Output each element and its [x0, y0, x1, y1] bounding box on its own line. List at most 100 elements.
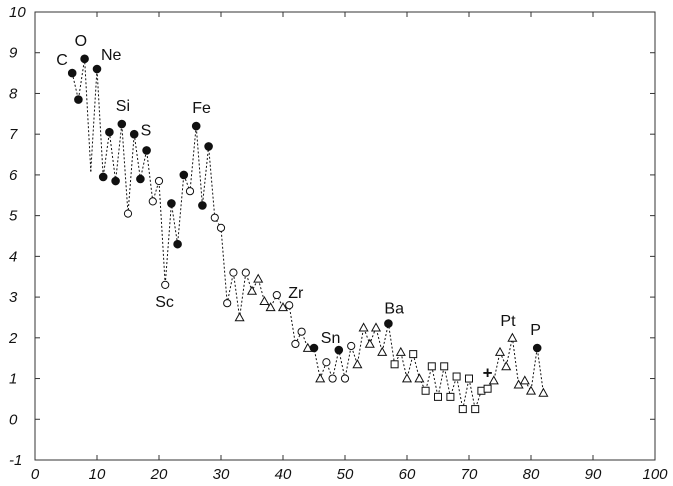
- data-point-34: [277, 302, 289, 312]
- data-point-62: [452, 372, 461, 381]
- data-point-55: [409, 350, 418, 359]
- data-point-35: [285, 301, 294, 310]
- element-label-pt: Pt: [500, 313, 516, 330]
- data-point-5: [98, 172, 108, 182]
- extra-marks: +: [483, 363, 493, 382]
- y-tick-label-1: 0: [9, 411, 18, 428]
- data-point-42: [328, 374, 337, 383]
- element-label-ba: Ba: [384, 301, 404, 318]
- data-point-24: [216, 223, 226, 232]
- data-point-67: [483, 384, 492, 393]
- x-tick-label-2: 20: [150, 466, 168, 483]
- y-tick-label-10: 9: [9, 45, 18, 62]
- data-point-33: [272, 290, 281, 300]
- data-point-15: [161, 280, 170, 289]
- y-tick-label-3: 2: [8, 330, 18, 347]
- data-point-9: [123, 209, 133, 218]
- data-point-63: [458, 405, 467, 414]
- data-point-61: [446, 392, 455, 401]
- data-point-22: [204, 142, 213, 151]
- data-point-65: [471, 405, 480, 414]
- data-point-59: [434, 392, 442, 401]
- data-point-10: [129, 129, 139, 139]
- data-point-56: [414, 373, 425, 383]
- data-point-4: [92, 64, 102, 74]
- data-point-48: [364, 338, 375, 348]
- x-tick-label-0: 0: [31, 466, 40, 483]
- data-point-19: [185, 187, 195, 196]
- data-point-2: [80, 54, 89, 64]
- y-tick-label-7: 6: [9, 167, 18, 184]
- data-point-27: [234, 312, 245, 322]
- data-point-58: [427, 362, 436, 371]
- data-point-12: [142, 146, 151, 155]
- data-point-69: [494, 346, 506, 356]
- data-point-52: [390, 360, 399, 369]
- plot-frame: [34, 11, 656, 461]
- data-point-51: [384, 319, 393, 328]
- x-tick-label-7: 70: [461, 466, 478, 483]
- plus-mark-0: +: [483, 363, 493, 382]
- data-point-39: [309, 343, 319, 353]
- x-tick-label-1: 10: [89, 466, 106, 483]
- data-point-6: [105, 127, 114, 137]
- data-point-70: [501, 361, 512, 371]
- x-tick-label-5: 50: [337, 466, 354, 483]
- data-point-46: [352, 359, 363, 369]
- data-point-45: [347, 341, 356, 351]
- data-point-21: [198, 201, 207, 210]
- y-tick-label-6: 5: [9, 208, 18, 225]
- data-point-0: [67, 68, 77, 78]
- x-tick-label-8: 80: [523, 466, 540, 483]
- element-label-sn: Sn: [321, 330, 341, 347]
- data-point-76: [538, 387, 549, 397]
- data-point-74: [525, 385, 537, 395]
- y-tick-label-2: 1: [9, 371, 17, 388]
- element-labels: CO Ne Si S Fe Sc Zr Sn Ba Pt P: [56, 33, 541, 347]
- series-markers: [67, 54, 549, 414]
- x-tick-label-4: 40: [275, 466, 292, 483]
- data-point-26: [229, 268, 238, 277]
- data-point-25: [223, 299, 232, 308]
- data-point-3: [90, 170, 92, 172]
- data-point-16: [167, 199, 176, 208]
- x-tick-label-9: 90: [585, 466, 602, 483]
- element-label-zr: Zr: [288, 285, 304, 302]
- x-tick-label-6: 60: [399, 466, 416, 483]
- data-point-68: [488, 375, 499, 385]
- data-point-30: [253, 273, 264, 283]
- element-label-sc: Sc: [155, 294, 174, 311]
- data-point-47: [358, 322, 369, 332]
- data-point-54: [401, 373, 413, 383]
- element-label-p: P: [530, 322, 541, 339]
- element-label-c: C: [56, 52, 68, 69]
- data-point-8: [117, 119, 127, 129]
- data-point-41: [322, 358, 331, 367]
- data-point-43: [334, 345, 344, 355]
- data-point-37: [297, 327, 306, 336]
- x-tick-label-3: 30: [213, 466, 230, 483]
- data-point-20: [191, 121, 201, 131]
- element-label-o: O: [75, 33, 87, 50]
- data-point-23: [210, 213, 219, 222]
- y-tick-label-11: 10: [9, 4, 26, 21]
- data-point-14: [154, 176, 164, 186]
- data-point-60: [440, 362, 449, 371]
- data-point-11: [136, 174, 145, 184]
- element-label-s: S: [141, 122, 152, 139]
- element-label-ne: Ne: [101, 47, 122, 64]
- data-point-36: [291, 339, 300, 349]
- y-tick-label-4: 3: [9, 289, 18, 306]
- data-point-44: [340, 374, 350, 383]
- data-point-75: [532, 343, 542, 353]
- data-point-53: [395, 346, 406, 356]
- element-label-si: Si: [116, 98, 130, 115]
- data-point-49: [370, 322, 382, 332]
- y-tick-label-8: 7: [9, 126, 18, 143]
- data-point-17: [173, 239, 182, 249]
- data-point-28: [241, 268, 250, 277]
- dashed-series-line: [71, 58, 544, 412]
- data-point-1: [74, 95, 83, 104]
